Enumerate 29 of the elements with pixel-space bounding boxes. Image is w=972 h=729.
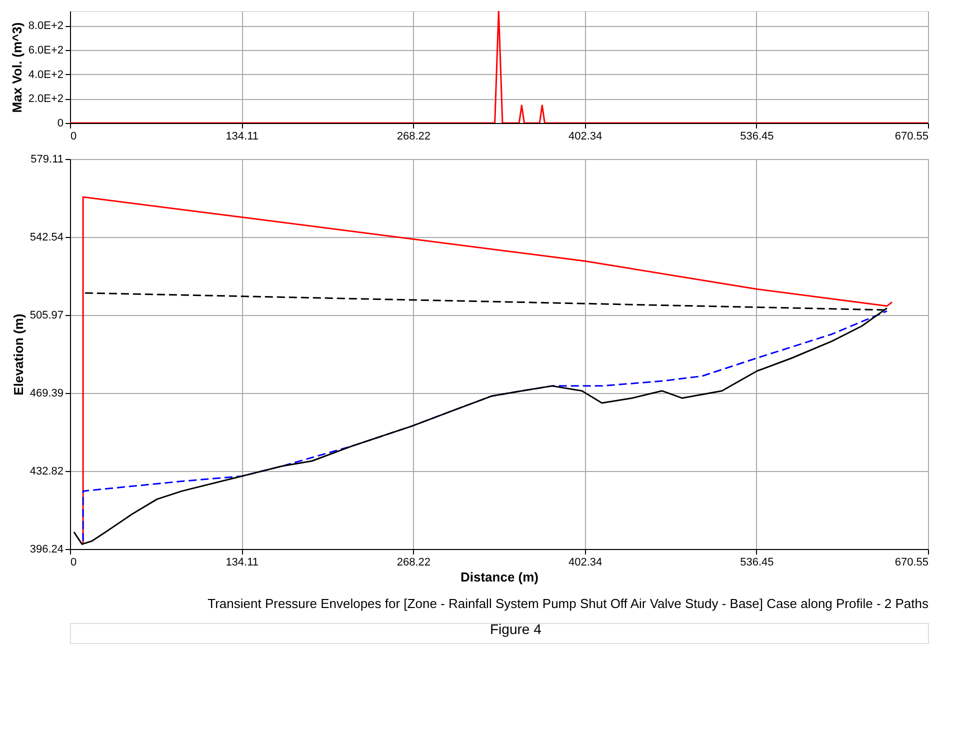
x-tick-label: 268.22 (396, 556, 431, 568)
y-tick-label: 2.0E+2 (28, 93, 64, 106)
x-tick-label: 670.55 (894, 556, 928, 568)
x-tick-label: 0 (70, 556, 77, 568)
x-tick-label: 134.11 (226, 556, 259, 568)
x-tick-label: 536.45 (740, 556, 774, 568)
y-tick-label: 4.0E+2 (28, 68, 64, 81)
y-tick-label: 469.39 (30, 387, 64, 400)
x-tick-label: 670.55 (894, 130, 928, 142)
y-tick-label: 542.54 (30, 231, 64, 244)
y-tick-label: 8.0E+2 (28, 20, 64, 32)
x-tick-label: 268.22 (396, 130, 431, 142)
x-tick-label: 536.45 (740, 130, 774, 142)
x-tick-label: 0 (70, 130, 77, 142)
x-tick-label: 402.34 (568, 130, 602, 142)
caption: Figure 4 (490, 621, 542, 637)
x-tick-label: 134.11 (226, 130, 259, 142)
x-tick-label: 402.34 (568, 556, 602, 568)
text: Transient Pressure Envelopes for [Zone - Rainfall System Pump Shut Off Air Valve Study - Base] Case along Profile - 2 Paths (208, 596, 929, 611)
x-axis-title: Distance (m) (460, 570, 539, 584)
y-tick-label: 396.24 (30, 544, 64, 556)
y-axis-title: Max Vol. (m^3) (9, 22, 24, 113)
y-axis-title: Elevation (m) (10, 314, 26, 396)
y-tick-label: 432.82 (30, 465, 64, 478)
y-tick-label: 579.11 (30, 154, 64, 166)
y-tick-label: 505.97 (30, 309, 64, 322)
y-tick-label: 0 (57, 118, 64, 130)
y-tick-label: 6.0E+2 (28, 44, 64, 56)
line-series (82, 196, 893, 545)
